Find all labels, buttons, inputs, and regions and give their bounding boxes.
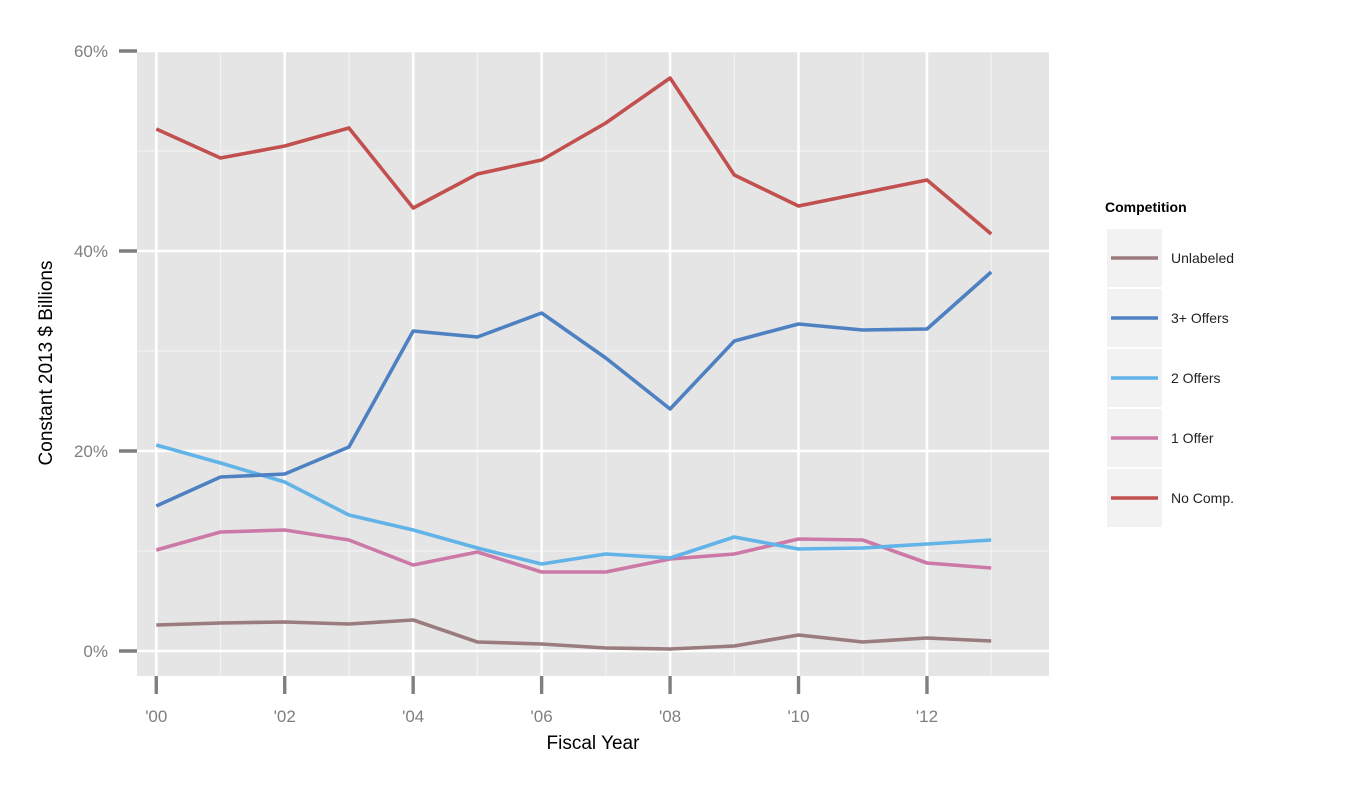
series-line-unlabeled [156,618,992,651]
legend-title: Competition [1105,199,1187,215]
legend-label-no-comp: No Comp. [1171,490,1234,506]
series-lines [155,76,993,651]
x-tick-label: '12 [916,707,938,726]
series-line-3-offers [155,270,993,508]
plot-panel [137,51,1049,676]
y-tick-label: 60% [74,42,108,61]
legend-label-unlabeled: Unlabeled [1171,250,1234,266]
legend: Competition Unlabeled 3+ Offers 2 Offers 1 … [1105,199,1234,527]
y-tick-label: 0% [83,642,108,661]
series-line-2-offers [155,443,992,566]
x-tick-label: '08 [659,707,681,726]
y-axis-title: Constant 2013 $ Billions [36,261,57,466]
x-tick-label: '06 [531,707,553,726]
legend-items: Unlabeled 3+ Offers 2 Offers 1 Offer No Comp… [1107,229,1234,527]
x-tick-label: '00 [145,707,167,726]
series-line-1-offer [155,528,992,574]
legend-label-2-offers: 2 Offers [1171,370,1221,386]
x-axis-title: Fiscal Year [547,733,641,754]
x-tick-labels: '00 '02 '04 '06 '08 '10 '12 [145,707,938,726]
x-tick-label: '10 [787,707,809,726]
y-tick-label: 40% [74,242,108,261]
axis-ticks [119,49,929,694]
x-tick-label: '02 [274,707,296,726]
grid-major [137,49,1049,676]
y-tick-labels: 0% 20% 40% 60% [74,42,108,661]
x-tick-label: '04 [402,707,424,726]
legend-label-1-offer: 1 Offer [1171,430,1214,446]
legend-label-3-offers: 3+ Offers [1171,310,1229,326]
y-tick-label: 20% [74,442,108,461]
series-line-no-comp [155,76,993,236]
grid-minor [137,51,1049,676]
